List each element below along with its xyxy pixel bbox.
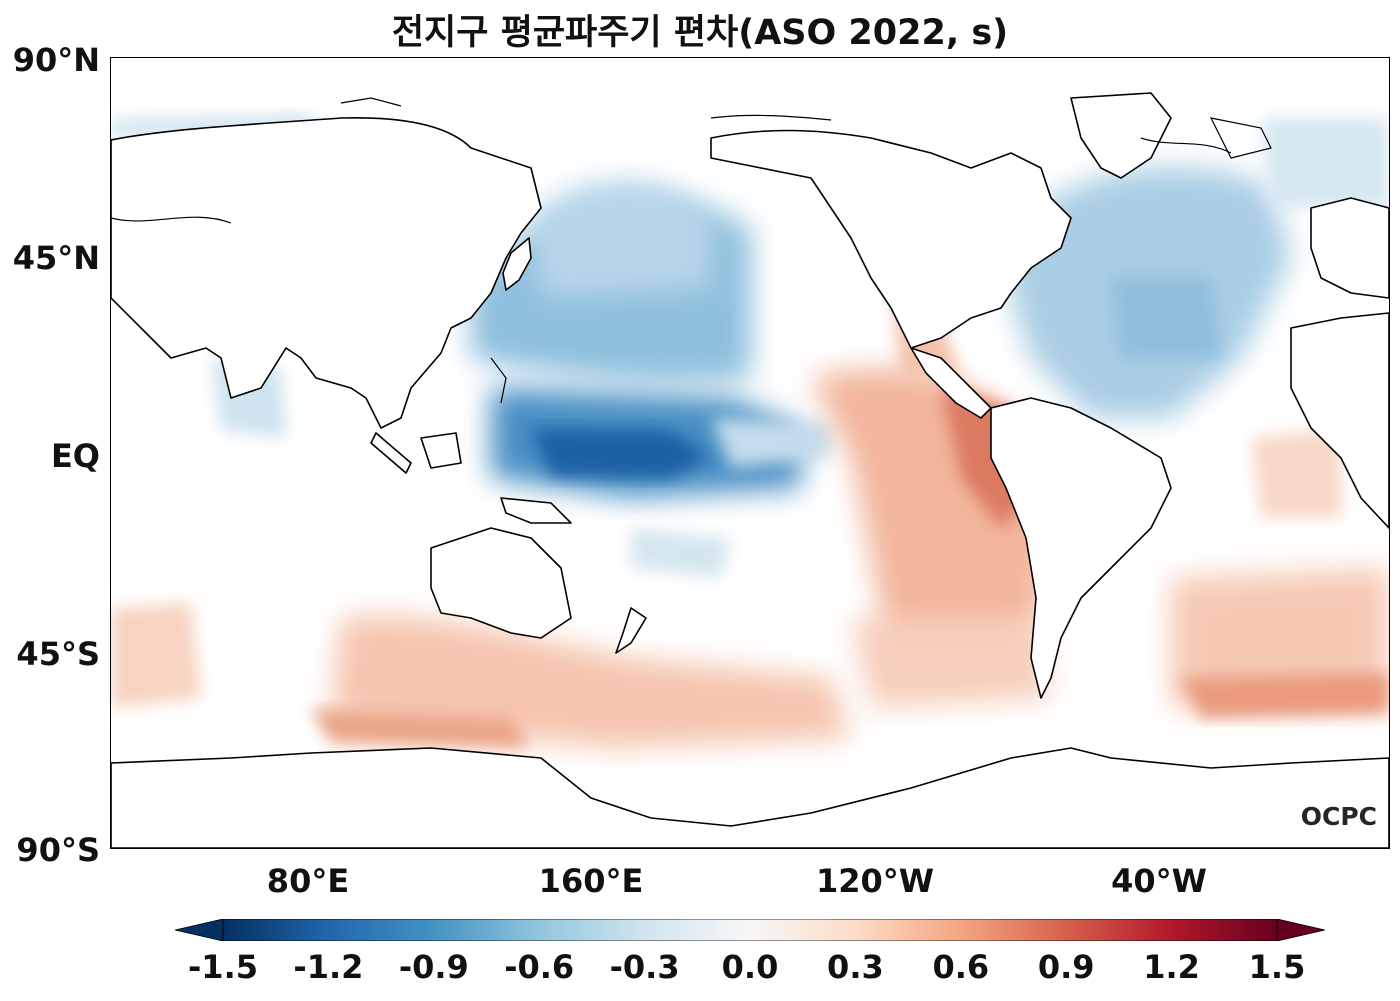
lat-label-90s: 90°S [16,831,100,869]
landmass-north-america [710,129,1072,349]
landmass-sumatra [370,432,412,474]
lat-label-90n: 90°N [12,41,100,79]
colorbar-tick-label: -0.3 [609,948,680,986]
colorbar-tick-label: 0.3 [827,948,884,986]
lon-label-120w: 120°W [815,862,935,900]
colorbar-extend-min [174,918,224,942]
colorbar-body [222,918,1278,942]
landmass-greenland [1070,92,1172,179]
colorbar-tick-label: 0.0 [721,948,779,986]
lat-label-45s: 45°S [16,635,100,673]
colorbar [174,918,1326,942]
landmass-central-america [910,347,992,419]
ocpc-logo: OCPC [1301,802,1377,831]
colorbar-gradient [174,918,1326,942]
colorbar-tick-label: 0.9 [1037,948,1095,986]
anomaly-field [111,113,1389,748]
landmass-new-zealand [615,607,647,654]
colorbar-tick-label: -1.2 [293,948,364,986]
lon-label-40w: 40°W [1111,862,1207,900]
lat-label-45n: 45°N [12,239,100,277]
landmass-borneo [420,432,462,469]
colorbar-tick-label: -0.9 [398,948,469,986]
colorbar-tick-label: -0.6 [504,948,575,986]
landmass-australia [430,527,572,639]
coastline-details [111,97,1272,404]
continents [111,92,1389,848]
lat-label-eq: EQ [50,437,100,475]
landmass-africa [1290,312,1389,529]
landmass-south-america [990,397,1172,699]
map-title: 전지구 평균파주기 편차(ASO 2022, s) [391,13,1009,53]
colorbar-tick-label: 1.2 [1143,948,1200,986]
lon-label-80e: 80°E [266,862,350,900]
anomaly-map: OCPC [111,92,1389,848]
colorbar-tick-label: 0.6 [932,948,990,986]
lon-label-160e: 160°E [538,862,644,900]
colorbar-tick-label: -1.5 [188,948,258,986]
colorbar-extend-max [1276,918,1326,942]
landmass-japan [502,237,532,291]
map-panel: OCPC [110,57,1390,849]
landmass-new-guinea [500,497,572,524]
landmass-antarctica [111,747,1389,848]
landmass-europe [1310,197,1389,299]
landmass-asia [111,116,542,429]
colorbar-tick-label: 1.5 [1248,948,1306,986]
